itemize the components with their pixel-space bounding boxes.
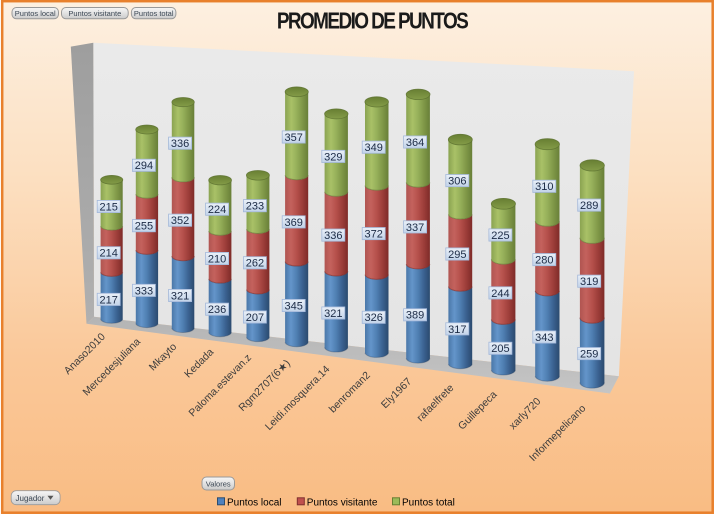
svg-text:Puntos local: Puntos local	[227, 497, 281, 508]
svg-text:345: 345	[285, 300, 303, 312]
svg-text:357: 357	[285, 132, 303, 144]
svg-text:372: 372	[365, 229, 383, 241]
svg-text:294: 294	[135, 160, 153, 172]
svg-text:310: 310	[535, 181, 553, 193]
svg-text:336: 336	[171, 138, 189, 150]
svg-text:321: 321	[324, 308, 342, 320]
svg-text:343: 343	[535, 332, 553, 344]
svg-text:333: 333	[135, 285, 153, 297]
svg-text:225: 225	[491, 230, 509, 242]
svg-text:217: 217	[100, 294, 118, 306]
svg-text:255: 255	[135, 221, 153, 233]
svg-text:210: 210	[208, 253, 226, 265]
svg-text:364: 364	[406, 137, 424, 149]
svg-text:Puntos visitante: Puntos visitante	[307, 497, 378, 508]
svg-text:321: 321	[171, 290, 189, 302]
svg-text:Jugador: Jugador	[16, 494, 45, 503]
svg-text:PROMEDIO DE PUNTOS: PROMEDIO DE PUNTOS	[277, 9, 469, 34]
svg-text:389: 389	[406, 310, 424, 322]
svg-text:Puntos visitante: Puntos visitante	[68, 9, 121, 18]
svg-text:Valores: Valores	[206, 480, 231, 489]
svg-text:295: 295	[448, 249, 466, 261]
svg-text:337: 337	[406, 222, 424, 234]
svg-text:317: 317	[448, 324, 466, 336]
svg-text:224: 224	[208, 204, 226, 216]
svg-text:326: 326	[365, 312, 383, 324]
svg-text:Puntos local: Puntos local	[15, 9, 56, 18]
svg-text:280: 280	[535, 255, 553, 267]
svg-text:349: 349	[365, 142, 383, 154]
svg-text:244: 244	[491, 288, 509, 300]
svg-text:289: 289	[580, 200, 598, 212]
svg-text:329: 329	[324, 151, 342, 163]
svg-text:Puntos total: Puntos total	[402, 497, 455, 508]
svg-text:259: 259	[580, 349, 598, 361]
svg-text:336: 336	[324, 230, 342, 242]
svg-text:306: 306	[448, 176, 466, 188]
svg-text:236: 236	[208, 304, 226, 316]
svg-text:205: 205	[491, 343, 509, 355]
svg-text:Puntos total: Puntos total	[134, 9, 174, 18]
svg-text:352: 352	[171, 215, 189, 227]
svg-text:215: 215	[100, 201, 118, 213]
svg-text:262: 262	[246, 258, 264, 270]
svg-text:319: 319	[580, 276, 598, 288]
svg-text:207: 207	[246, 312, 264, 324]
svg-text:233: 233	[246, 201, 264, 213]
svg-text:369: 369	[285, 217, 303, 229]
svg-text:214: 214	[100, 248, 118, 260]
